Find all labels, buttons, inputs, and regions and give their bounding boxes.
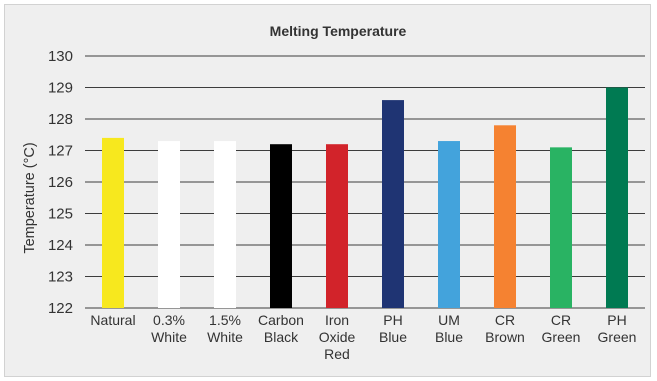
bar-chart: Melting Temperature Temperature (°C) 122… <box>22 23 645 362</box>
bar <box>382 100 404 308</box>
chart-frame: Melting Temperature Temperature (°C) 122… <box>4 4 651 377</box>
bar <box>438 141 460 308</box>
x-tick-label: Iron Oxide Red <box>319 312 356 362</box>
y-tick-label: 125 <box>48 206 73 223</box>
x-tick-label: CR Green <box>542 312 581 345</box>
bars <box>102 87 628 308</box>
x-tick-label: UM Blue <box>435 312 463 345</box>
x-tick-label: 0.3% White <box>151 312 187 345</box>
y-tick-label: 126 <box>48 174 73 191</box>
x-tick-label: PH Green <box>598 312 637 345</box>
x-tick-label: Carbon Black <box>258 312 304 345</box>
bar <box>606 87 628 308</box>
x-tick-label: PH Blue <box>379 312 407 345</box>
bar <box>494 125 516 308</box>
bar <box>270 144 292 308</box>
x-tick-label: 1.5% White <box>207 312 243 345</box>
x-tick-label: Natural <box>90 312 135 328</box>
y-tick-label: 130 <box>48 48 73 65</box>
bar <box>214 141 236 308</box>
x-axis-labels: Natural 0.3% White 1.5% White Carbon Black Iron… <box>90 312 636 362</box>
y-tick-label: 129 <box>48 80 73 97</box>
y-tick-label: 123 <box>48 269 73 286</box>
y-tick-label: 122 <box>48 300 73 317</box>
x-tick-label: CR Brown <box>485 312 525 345</box>
bar <box>326 144 348 308</box>
bar <box>102 137 124 308</box>
y-axis-label: Temperature (°C) <box>22 142 38 253</box>
y-tick-label: 124 <box>48 237 73 254</box>
y-tick-label: 128 <box>48 111 73 128</box>
bar <box>158 141 180 308</box>
y-tick-label: 127 <box>48 143 73 160</box>
chart-title: Melting Temperature <box>270 23 407 39</box>
y-axis-ticks: 122 123 124 125 126 127 128 129 130 <box>48 48 73 317</box>
bar <box>550 147 572 308</box>
